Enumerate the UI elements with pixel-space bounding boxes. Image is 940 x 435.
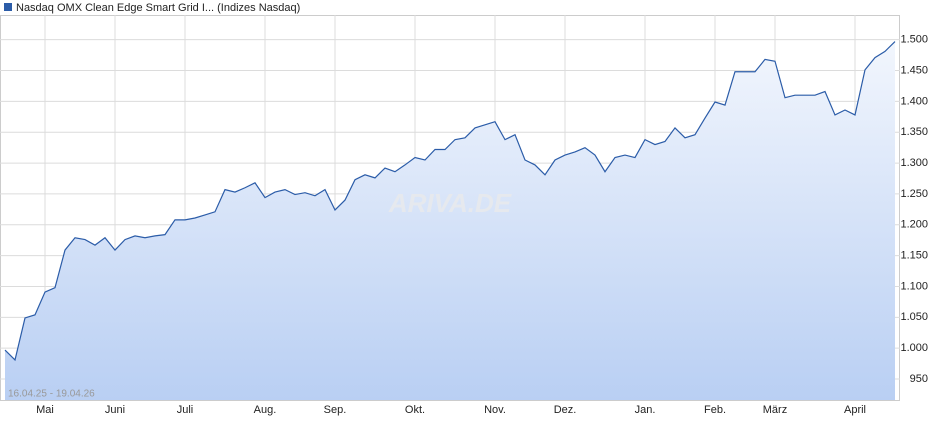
y-tick-label: 1.400 — [900, 95, 928, 107]
y-tick-label: 950 — [910, 373, 928, 385]
plot-frame — [0, 15, 900, 401]
y-tick-label: 1.150 — [900, 250, 928, 262]
y-tick-label: 1.050 — [900, 311, 928, 323]
y-tick-label: 1.000 — [900, 342, 928, 354]
chart-title: Nasdaq OMX Clean Edge Smart Grid I... (I… — [16, 2, 300, 14]
y-tick-label: 1.350 — [900, 126, 928, 138]
x-tick-label: Juli — [177, 404, 194, 416]
watermark: ARIVA.DE — [388, 188, 512, 218]
line — [4, 41, 896, 362]
y-tick-label: 1.450 — [900, 64, 928, 76]
x-tick-label: Juni — [105, 404, 125, 416]
area — [5, 41, 895, 400]
x-tick-label: Dez. — [554, 404, 577, 416]
date-range: 16.04.25 - 19.04.26 — [8, 389, 95, 400]
y-tick-label: 1.300 — [900, 157, 928, 169]
x-tick-label: April — [844, 404, 866, 416]
x-tick-label: Jan. — [635, 404, 656, 416]
x-tick-label: Aug. — [254, 404, 277, 416]
x-tick-label: Nov. — [484, 404, 506, 416]
legend-swatch — [4, 3, 12, 11]
x-tick-label: März — [763, 404, 787, 416]
x-tick-label: Sep. — [324, 404, 347, 416]
y-tick-label: 1.500 — [900, 34, 928, 46]
x-tick-label: Okt. — [405, 404, 425, 416]
x-tick-label: Mai — [36, 404, 54, 416]
y-tick-label: 1.200 — [900, 219, 928, 231]
x-tick-label: Feb. — [704, 404, 726, 416]
y-tick-label: 1.250 — [900, 188, 928, 200]
y-tick-label: 1.100 — [900, 280, 928, 292]
